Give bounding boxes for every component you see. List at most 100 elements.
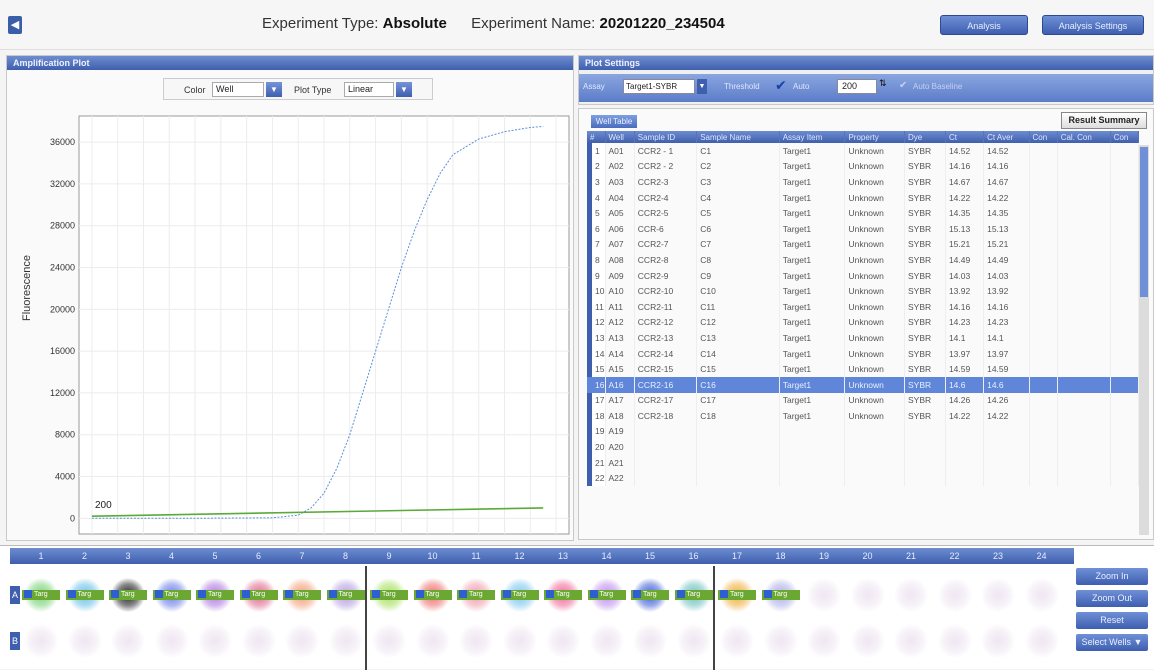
scrollbar-thumb[interactable]: [1140, 147, 1148, 297]
plate-well[interactable]: [807, 624, 841, 658]
col-header[interactable]: Con: [1029, 131, 1058, 143]
auto-baseline-check-icon[interactable]: ✔: [899, 80, 908, 91]
plate-column-15[interactable]: 15: [644, 551, 655, 561]
select-wells-button[interactable]: Select Wells ▼: [1076, 634, 1148, 651]
col-header[interactable]: Well: [605, 131, 635, 143]
table-scrollbar[interactable]: [1139, 145, 1149, 535]
plate-well[interactable]: [24, 624, 58, 658]
table-row[interactable]: 9 A09 CCR2-9 C9 Target1 Unknown SYBR 14.03 14.03: [587, 267, 1140, 284]
plate-well[interactable]: [198, 624, 232, 658]
plate-column-16[interactable]: 16: [688, 551, 699, 561]
table-row[interactable]: 7 A07 CCR2-7 C7 Target1 Unknown SYBR 15.21 15.21: [587, 236, 1140, 253]
table-row[interactable]: 6 A06 CCR-6 C6 Target1 Unknown SYBR 15.13 15.13: [587, 220, 1140, 237]
plate-column-10[interactable]: 10: [427, 551, 438, 561]
plate-column-2[interactable]: 2: [81, 551, 87, 561]
col-header[interactable]: Con: [1110, 131, 1140, 143]
plate-well[interactable]: [850, 578, 885, 612]
threshold-spinner-icon[interactable]: ⇅: [879, 78, 887, 88]
plate-column-22[interactable]: 22: [949, 551, 960, 561]
plate-well[interactable]: [241, 624, 276, 658]
table-row[interactable]: 10 A10 CCR2-10 C10 Target1 Unknown SYBR 13.92 13…: [587, 283, 1140, 299]
plate-well[interactable]: [1024, 624, 1059, 658]
zoom-in-button[interactable]: Zoom In: [1076, 568, 1148, 585]
tab-well-table[interactable]: Well Table: [591, 115, 637, 128]
assay-select[interactable]: Target1-SYBR: [623, 79, 695, 94]
plate-column-13[interactable]: 13: [557, 551, 568, 561]
plate-column-8[interactable]: 8: [342, 551, 348, 561]
plate-well[interactable]: [981, 578, 1015, 612]
plate-well[interactable]: [285, 624, 319, 658]
threshold-input[interactable]: 200: [837, 79, 877, 94]
plate-column-7[interactable]: 7: [299, 551, 305, 561]
plate-well[interactable]: [154, 624, 189, 658]
plate-well[interactable]: [981, 624, 1015, 658]
table-row[interactable]: 21 A21: [587, 454, 1140, 471]
plate-well[interactable]: [502, 624, 537, 658]
assay-dropdown-icon[interactable]: ▼: [697, 79, 707, 94]
table-row[interactable]: 15 A15 CCR2-15 C15 Target1 Unknown SYBR 14.59 14…: [587, 361, 1140, 377]
plate-well[interactable]: [937, 624, 972, 658]
plate-column-18[interactable]: 18: [775, 551, 786, 561]
table-row[interactable]: 4 A04 CCR2-4 C4 Target1 Unknown SYBR 14.22 14.22: [587, 189, 1140, 206]
plate-well[interactable]: [937, 578, 972, 612]
plate-column-9[interactable]: 9: [386, 551, 392, 561]
table-row[interactable]: 22 A22: [587, 470, 1140, 487]
table-row[interactable]: 13 A13 CCR2-13 C13 Target1 Unknown SYBR 14.1 14.…: [587, 330, 1140, 346]
auto-check-icon[interactable]: ✔: [775, 77, 787, 93]
color-dropdown-icon[interactable]: ▼: [266, 82, 282, 97]
back-arrow-icon[interactable]: ◀: [8, 16, 22, 34]
plate-column-12[interactable]: 12: [514, 551, 525, 561]
analysis-settings-button[interactable]: Analysis Settings: [1042, 15, 1144, 35]
plate-column-20[interactable]: 20: [862, 551, 873, 561]
plate-column-4[interactable]: 4: [168, 551, 174, 561]
table-row[interactable]: 3 A03 CCR2-3 C3 Target1 Unknown SYBR 14.67 14.67: [587, 174, 1140, 190]
plate-well[interactable]: [807, 578, 841, 612]
plate-column-14[interactable]: 14: [601, 551, 612, 561]
col-header[interactable]: Sample ID: [634, 131, 698, 143]
plate-column-24[interactable]: 24: [1036, 551, 1047, 561]
plate-well[interactable]: [676, 624, 711, 658]
plot-type-select[interactable]: Linear: [344, 82, 394, 97]
plate-well[interactable]: [720, 624, 754, 658]
plate-well[interactable]: [328, 624, 363, 658]
table-row[interactable]: 16 A16 CCR2-16 C16 Target1 Unknown SYBR 14.6 14.…: [587, 376, 1140, 393]
plate-row-B[interactable]: B: [10, 632, 20, 650]
amplification-chart[interactable]: 0246810121416182022242628303234360400080…: [7, 112, 573, 540]
table-row[interactable]: 2 A02 CCR2 - 2 C2 Target1 Unknown SYBR 14.16 14.…: [587, 158, 1140, 175]
plate-column-1[interactable]: 1: [38, 551, 44, 561]
table-row[interactable]: 1 A01 CCR2 - 1 C1 Target1 Unknown SYBR 14.52 14.…: [587, 143, 1140, 159]
plate-well[interactable]: [459, 624, 493, 658]
zoom-out-button[interactable]: Zoom Out: [1076, 590, 1148, 607]
col-header[interactable]: Assay Item: [779, 131, 846, 143]
plate-well[interactable]: [894, 624, 928, 658]
plot-type-dropdown-icon[interactable]: ▼: [396, 82, 412, 97]
plate-column-3[interactable]: 3: [125, 551, 131, 561]
col-header[interactable]: Ct: [945, 131, 985, 143]
plate-column-23[interactable]: 23: [992, 551, 1003, 561]
plate-well[interactable]: [415, 624, 450, 658]
col-header[interactable]: #: [587, 131, 606, 143]
table-row[interactable]: 14 A14 CCR2-14 C14 Target1 Unknown SYBR 13.97 13…: [587, 345, 1140, 362]
table-row[interactable]: 20 A20: [587, 439, 1140, 455]
plate-well[interactable]: [763, 624, 798, 658]
plate-row-A[interactable]: A: [10, 586, 20, 604]
table-row[interactable]: 18 A18 CCR2-18 C18 Target1 Unknown SYBR 14.22 14…: [587, 408, 1140, 424]
col-header[interactable]: Ct Aver: [983, 131, 1030, 143]
plate-column-6[interactable]: 6: [255, 551, 261, 561]
plate-column-11[interactable]: 11: [471, 551, 481, 561]
plate-well[interactable]: [1024, 578, 1059, 612]
table-row[interactable]: 19 A19: [587, 423, 1140, 440]
col-header[interactable]: Sample Name: [696, 131, 780, 143]
plate-well[interactable]: [894, 578, 928, 612]
col-header[interactable]: Cal. Con: [1057, 131, 1111, 143]
table-row[interactable]: 11 A11 CCR2-11 C11 Target1 Unknown SYBR 14.16 14…: [587, 298, 1140, 315]
plate-column-17[interactable]: 17: [731, 551, 742, 561]
table-row[interactable]: 5 A05 CCR2-5 C5 Target1 Unknown SYBR 14.35 14.35: [587, 205, 1140, 221]
plate-well[interactable]: [546, 624, 580, 658]
analysis-button[interactable]: Analysis: [940, 15, 1028, 35]
result-summary-button[interactable]: Result Summary: [1061, 112, 1147, 129]
plate-column-19[interactable]: 19: [818, 551, 829, 561]
table-row[interactable]: 8 A08 CCR2-8 C8 Target1 Unknown SYBR 14.49 14.49: [587, 252, 1140, 268]
plate-well[interactable]: [372, 624, 406, 658]
plate-column-21[interactable]: 21: [905, 551, 916, 561]
